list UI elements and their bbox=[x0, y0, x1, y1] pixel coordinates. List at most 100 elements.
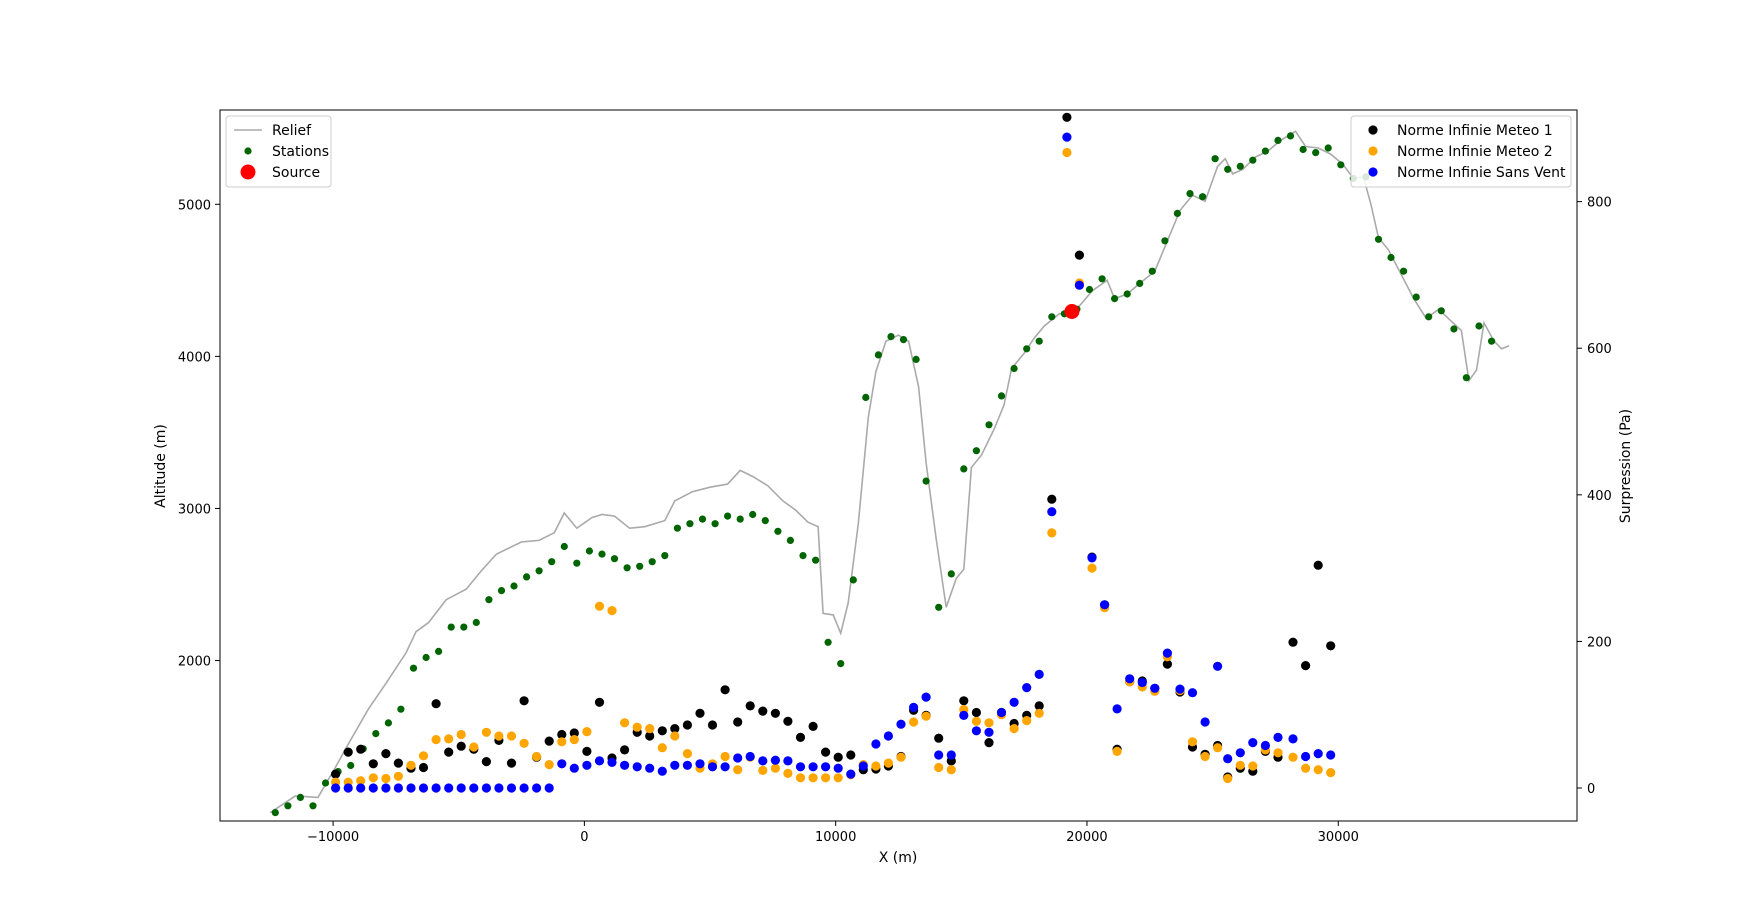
norme-infinie-sans-vent-point bbox=[444, 783, 454, 793]
norme-infinie-sans-vent-point bbox=[620, 760, 630, 770]
norme-infinie-meteo-1-point bbox=[368, 759, 378, 769]
norme-infinie-sans-vent-point bbox=[1087, 553, 1097, 563]
stations-point bbox=[686, 520, 694, 528]
stations-point bbox=[585, 547, 594, 555]
norme-infinie-sans-vent-point bbox=[1137, 677, 1147, 688]
norme-infinie-sans-vent-point bbox=[1313, 749, 1323, 759]
stations-point bbox=[736, 515, 744, 523]
legend-left: Relief Stations Source bbox=[225, 115, 332, 188]
norme-infinie-sans-vent-point bbox=[959, 710, 969, 721]
y-right-tick-label: 200 bbox=[1587, 635, 1612, 650]
stations-point bbox=[1199, 193, 1207, 201]
stations-point bbox=[1048, 313, 1056, 321]
legend-marker bbox=[1368, 167, 1378, 177]
norme-infinie-meteo-1-point bbox=[795, 732, 806, 743]
norme-infinie-meteo-2-point bbox=[431, 735, 441, 745]
norme-infinie-meteo-2-point bbox=[594, 601, 605, 611]
norme-infinie-meteo-2-point bbox=[1313, 765, 1323, 775]
x-tick-label: 30000 bbox=[1318, 830, 1359, 845]
norme-infinie-meteo-1-point bbox=[519, 696, 529, 706]
legend-label: Source bbox=[272, 165, 320, 181]
norme-infinie-meteo-2-point bbox=[469, 742, 479, 752]
norme-infinie-sans-vent-point bbox=[1062, 132, 1072, 142]
norme-infinie-sans-vent-point bbox=[808, 762, 818, 772]
stations-point bbox=[1337, 161, 1345, 169]
norme-infinie-sans-vent-point bbox=[343, 783, 353, 793]
y-left-tick-label: 4000 bbox=[178, 350, 211, 365]
norme-infinie-meteo-1-point bbox=[1162, 659, 1172, 669]
stations-point bbox=[985, 421, 993, 429]
norme-infinie-sans-vent-point bbox=[1125, 674, 1135, 684]
relief-layer bbox=[269, 130, 1510, 814]
source-point bbox=[1064, 304, 1080, 319]
norme-infinie-sans-vent-point bbox=[582, 760, 592, 770]
stations-point bbox=[347, 761, 355, 770]
stations-point bbox=[1224, 165, 1232, 173]
norme-infinie-sans-vent-point bbox=[356, 783, 366, 793]
legend-label: Relief bbox=[272, 123, 312, 139]
norme-infinie-meteo-1-point bbox=[456, 741, 466, 751]
norme-infinie-sans-vent-point bbox=[682, 760, 693, 770]
stations-point bbox=[1173, 209, 1181, 217]
norme-infinie-sans-vent-point bbox=[519, 783, 529, 793]
norme-infinie-sans-vent-point bbox=[720, 762, 730, 772]
norme-infinie-meteo-2-point bbox=[1288, 752, 1298, 762]
norme-infinie-sans-vent-point bbox=[883, 731, 894, 741]
norme-infinie-meteo-1-point bbox=[657, 726, 667, 736]
norme-infinie-meteo-1-point bbox=[808, 721, 818, 732]
stations-point bbox=[1249, 156, 1257, 164]
norme-infinie-meteo-2-point bbox=[393, 771, 403, 781]
norme-infinie-meteo-2-point bbox=[657, 743, 667, 753]
stations-point bbox=[271, 809, 279, 817]
stations-point bbox=[1035, 337, 1043, 345]
norme-infinie-sans-vent-point bbox=[745, 751, 755, 762]
stations-point bbox=[1098, 275, 1106, 283]
stations-point bbox=[1462, 374, 1470, 382]
norme-infinie-meteo-2-point bbox=[946, 765, 956, 775]
stations-point bbox=[623, 564, 631, 572]
norme-infinie-meteo-1-point bbox=[984, 738, 994, 748]
norme-infinie-meteo-1-point bbox=[569, 728, 579, 738]
norme-infinie-meteo-1-point bbox=[720, 685, 730, 695]
legend-marker bbox=[240, 164, 256, 180]
norme-infinie-sans-vent-point bbox=[909, 702, 919, 713]
y-axis-left: 2000 3000 4000 5000 bbox=[178, 198, 220, 670]
norme-infinie-meteo-1-point bbox=[393, 758, 403, 768]
norme-infinie-meteo-2-point bbox=[984, 718, 994, 728]
stations-point bbox=[812, 556, 820, 564]
stations-point bbox=[935, 603, 943, 611]
norme-infinie-meteo-2-point bbox=[632, 722, 642, 732]
norme-infinie-meteo-2-point bbox=[418, 751, 429, 761]
stations-point bbox=[1123, 290, 1131, 298]
stations-point bbox=[321, 779, 330, 787]
norme-infinie-sans-vent-point bbox=[871, 739, 881, 749]
norme-infinie-sans-vent-point bbox=[1301, 751, 1311, 762]
legend-right: Norme Infinie Meteo 1 Norme Infinie Meteo… bbox=[1350, 115, 1572, 188]
stations-layer bbox=[271, 132, 1496, 817]
stations-point bbox=[384, 719, 392, 727]
norme-infinie-sans-vent-point bbox=[707, 762, 718, 772]
norme-infinie-meteo-1-point bbox=[444, 747, 454, 757]
stations-point bbox=[497, 587, 506, 595]
norme-infinie-meteo-1-point bbox=[506, 758, 517, 768]
stations-point bbox=[510, 582, 518, 590]
norme-infinie-sans-vent-point bbox=[594, 756, 605, 766]
norme-infinie-sans-vent-point bbox=[1162, 648, 1172, 658]
stations-point bbox=[1211, 155, 1219, 163]
norme-infinie-sans-vent-point bbox=[833, 763, 843, 773]
norme-infinie-meteo-1-point bbox=[1313, 560, 1323, 570]
stations-point bbox=[1374, 235, 1383, 243]
stations-point bbox=[610, 555, 619, 563]
norme-infinie-sans-vent-point bbox=[1022, 683, 1032, 693]
norme-infinie-meteo-2-point bbox=[934, 762, 944, 773]
norme-infinie-meteo-2-point bbox=[1022, 716, 1032, 726]
norme-infinie-sans-vent-point bbox=[1009, 697, 1019, 707]
stations-point bbox=[1023, 345, 1031, 353]
norme-infinie-sans-vent-point bbox=[858, 761, 868, 771]
stations-point bbox=[661, 552, 669, 560]
stations-point bbox=[296, 793, 304, 802]
norme-infinie-meteo-2-point bbox=[808, 773, 818, 783]
stations-point bbox=[1387, 253, 1395, 262]
norme-infinie-sans-vent-point bbox=[770, 755, 781, 765]
stations-point bbox=[1400, 267, 1408, 275]
